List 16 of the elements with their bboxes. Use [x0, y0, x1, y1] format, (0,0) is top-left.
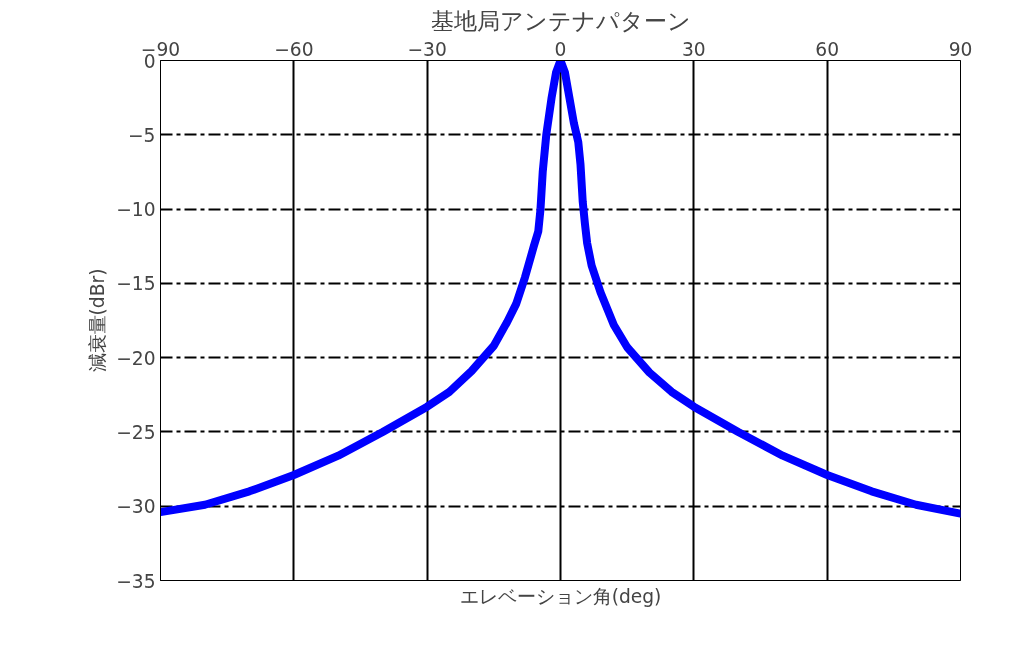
x-tick-label: 90: [948, 38, 973, 60]
y-axis-title: 減衰量(dBr): [87, 268, 109, 373]
x-tick-label: 30: [681, 38, 706, 60]
y-tick-label: −5: [128, 124, 156, 146]
x-tick-label: 0: [554, 38, 567, 60]
x-tick-label: −30: [407, 38, 447, 60]
y-tick-label: −35: [116, 570, 156, 592]
x-tick-label: 60: [815, 38, 840, 60]
chart-title: 基地局アンテナパターン: [430, 7, 691, 34]
y-tick-label: −15: [116, 273, 156, 295]
y-tick-label: −20: [116, 347, 156, 369]
y-tick-label: −30: [116, 496, 156, 518]
y-tick-label: −10: [116, 199, 156, 221]
y-tick-label: −25: [116, 421, 156, 443]
x-axis-title: エレベーション角(deg): [459, 585, 662, 607]
x-tick-label: −60: [274, 38, 314, 60]
